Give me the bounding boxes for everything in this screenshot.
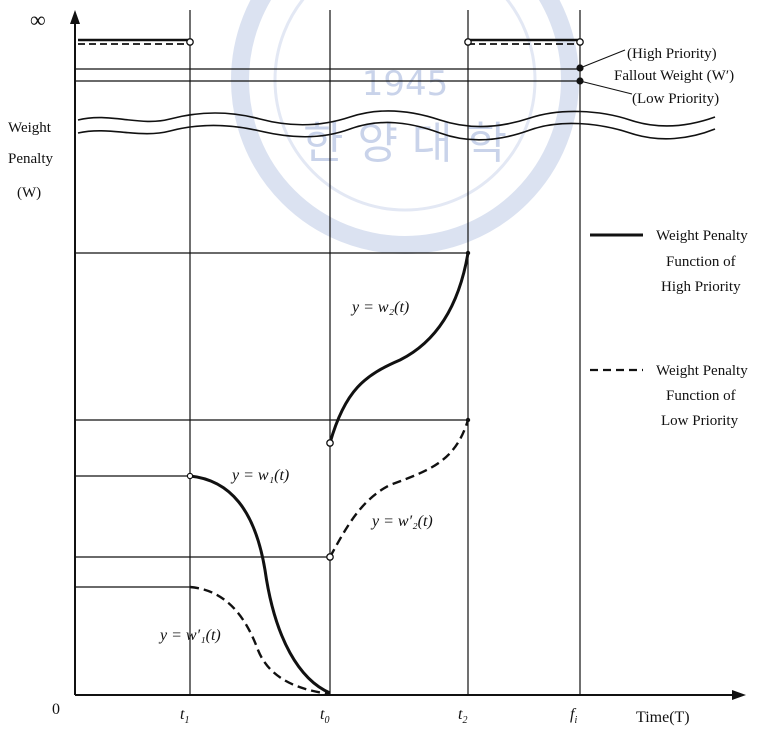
- infinity-level: [78, 38, 584, 46]
- curve-label-w2: y = w₂(t): [350, 299, 409, 316]
- curves: [186, 250, 471, 696]
- legend-low-line2: Function of: [666, 388, 736, 404]
- reference-lines: [75, 68, 580, 588]
- origin-label: 0: [52, 701, 60, 718]
- tick-t1: t1: [180, 706, 189, 726]
- x-axis-arrow: [732, 690, 746, 700]
- open-dot-t1-w1: [186, 472, 194, 480]
- fallout-pointer-high: [579, 49, 626, 69]
- dot-t2-w2: [465, 250, 471, 256]
- fallout-points: [576, 49, 633, 95]
- legend-high-line1: Weight Penalty: [656, 228, 748, 244]
- curve-w1prime-low: [189, 585, 331, 696]
- watermark-characters: 한 양 대 학: [303, 118, 507, 169]
- open-dot-t2-infinity: [464, 38, 472, 46]
- tick-fi: fi: [570, 706, 577, 726]
- legend-high-line2: Function of: [666, 254, 736, 270]
- open-dot-w2-start: [326, 439, 334, 447]
- axes: [70, 10, 746, 700]
- fallout-low-label: (Low Priority): [632, 91, 719, 107]
- curve-w2prime-low: [328, 419, 470, 558]
- curve-label-w2prime: y = w′₂(t): [370, 513, 433, 530]
- legend-lines: [590, 233, 643, 372]
- legend-low-line3: Low Priority: [661, 413, 739, 429]
- axis-break: [77, 110, 716, 141]
- dot-t2-w2prime: [465, 417, 471, 423]
- axis-break-lower: [77, 121, 716, 141]
- legend-low-line1: Weight Penalty: [656, 363, 748, 379]
- y-axis-arrow: [70, 10, 80, 24]
- curve-label-w1: y = w₁(t): [230, 467, 289, 484]
- y-label-line3: (W): [17, 185, 41, 201]
- legend-high-line3: High Priority: [661, 279, 741, 295]
- y-label-line1: Weight: [8, 120, 52, 136]
- tick-t2: t2: [458, 706, 467, 726]
- tick-t0: t0: [320, 706, 329, 726]
- fallout-pointer-low: [579, 80, 633, 95]
- watermark-seal: 1945 한 양 대 학: [231, 0, 579, 254]
- axis-break-upper: [77, 110, 716, 128]
- labels: ∞ Weight Penalty (W) 0 Time(T) t1 t0 t2 …: [8, 7, 748, 726]
- open-dot-w2prime-start: [326, 553, 334, 561]
- fallout-high-label: (High Priority): [627, 46, 717, 62]
- curve-w1-high: [189, 474, 331, 695]
- x-axis-label: Time(T): [636, 709, 690, 726]
- y-label-line2: Penalty: [8, 151, 53, 167]
- fallout-weight-label: Fallout Weight (W′): [614, 68, 734, 84]
- open-dot-t1-infinity: [186, 38, 194, 46]
- open-dot-fi-infinity: [576, 38, 584, 46]
- curve-label-w1prime: y = w′₁(t): [158, 627, 221, 644]
- curve-w2-high: [328, 252, 470, 444]
- watermark-year: 1945: [362, 64, 449, 104]
- time-lines: [189, 10, 581, 695]
- y-infinity-label: ∞: [30, 7, 46, 32]
